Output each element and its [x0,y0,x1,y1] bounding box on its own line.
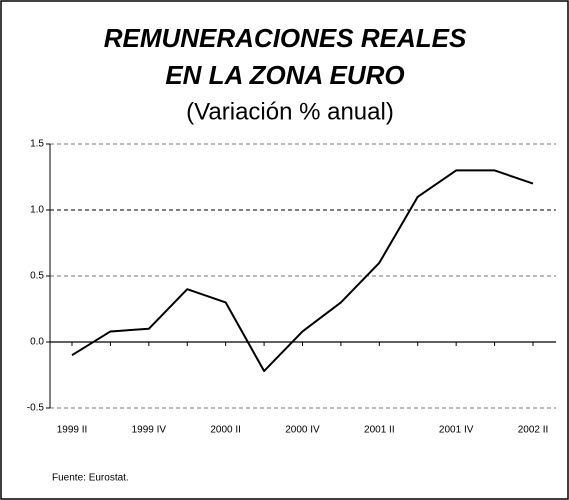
x-tick-label: 2002 II [518,425,549,436]
line-series [71,169,534,373]
x-tick-label: 2000 IV [285,425,320,436]
x-tick-label: 1999 IV [132,425,167,436]
y-tick-label: 0.0 [30,337,44,348]
chart-subtitle: (Variación % anual) [186,98,394,125]
x-tick-label: 2001 IV [439,425,474,436]
y-tick-label: 0.5 [30,271,44,282]
x-tick-label: 2000 II [210,425,241,436]
source: Fuente: Eurostat. [52,473,129,484]
x-tick-label: 2001 II [364,425,395,436]
chart-title: REMUNERACIONES REALES [104,23,467,53]
x-tick-label: 1999 II [57,425,88,436]
y-tick-label: 1.0 [30,205,44,216]
y-tick-label: -0.5 [27,403,45,414]
chart-title: EN LA ZONA EURO [165,60,404,90]
y-tick-label: 1.5 [30,139,44,150]
